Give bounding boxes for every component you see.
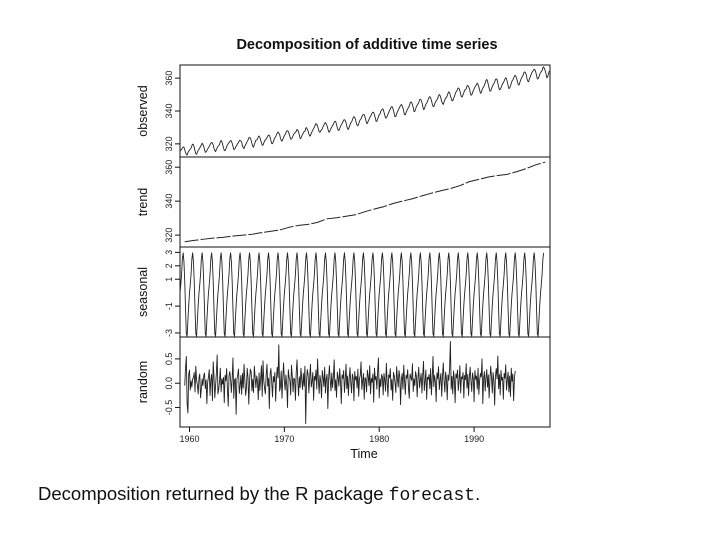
x-tick-label: 1970 (274, 434, 294, 444)
y-tick-label-observed: 320 (164, 136, 174, 151)
y-axis-label-seasonal: seasonal (136, 267, 150, 317)
panel-frame-observed (179, 64, 551, 158)
y-tick-label-observed: 340 (164, 103, 174, 118)
y-tick-label-random: 0.5 (164, 353, 174, 366)
x-axis-label: Time (350, 447, 377, 460)
chart-title: Decomposition of additive time series (236, 37, 497, 53)
y-tick-label-seasonal: -3 (164, 329, 174, 337)
x-tick-label: 1960 (179, 434, 199, 444)
series-line-trend (184, 161, 546, 243)
figure-caption: Decomposition returned by the R package … (38, 483, 480, 506)
panel-frame-trend (179, 156, 551, 248)
y-tick-label-random: -0.5 (164, 400, 174, 416)
panel-observed: 320 340 360 observed (136, 64, 551, 158)
caption-text: Decomposition returned by the R package (38, 483, 389, 504)
x-tick-label: 1990 (464, 434, 484, 444)
panels-layer: 320 340 360 observed 320 340 360 trend -3 -1 1 2 3 se… (136, 64, 551, 428)
y-tick-label-seasonal: 2 (164, 263, 174, 268)
y-tick-label-trend: 320 (164, 228, 174, 243)
decomposition-chart: Decomposition of additive time series 32… (136, 37, 551, 460)
series-line-observed (179, 66, 550, 156)
y-tick-label-seasonal: -1 (164, 302, 174, 310)
y-tick-label-random: 0.0 (164, 377, 174, 390)
y-tick-label-trend: 340 (164, 194, 174, 209)
caption-end: . (475, 483, 481, 504)
panel-seasonal: -3 -1 1 2 3 seasonal (136, 246, 551, 338)
y-tick-label-seasonal: 1 (164, 277, 174, 282)
panel-trend: 320 340 360 trend (136, 156, 551, 248)
y-axis-label-observed: observed (136, 85, 150, 136)
x-tick-label: 1980 (369, 434, 389, 444)
panel-random: -0.5 0.0 0.5 random (136, 336, 551, 428)
caption-code: forecast (388, 486, 476, 506)
y-tick-label-seasonal: 3 (164, 250, 174, 255)
x-axis: 1960 1970 1980 1990 (179, 427, 484, 444)
panel-frame-random (179, 336, 551, 428)
series-line-random (184, 340, 516, 425)
y-tick-label-observed: 360 (164, 71, 174, 86)
y-tick-label-trend: 360 (164, 160, 174, 175)
y-axis-label-random: random (136, 361, 150, 403)
y-axis-label-trend: trend (136, 188, 150, 217)
series-line-seasonal (179, 252, 545, 337)
